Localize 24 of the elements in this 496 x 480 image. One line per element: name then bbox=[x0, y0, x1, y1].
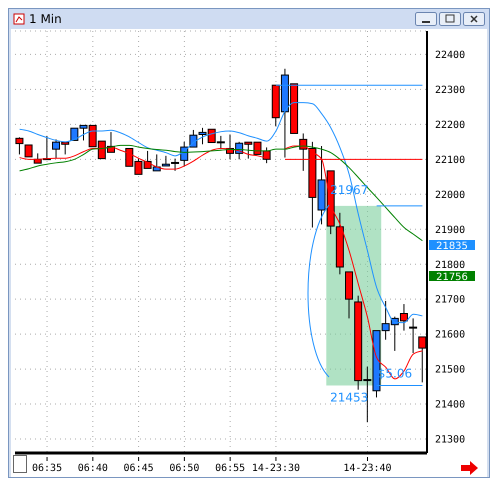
chart-title: 1 Min bbox=[29, 12, 62, 26]
y-tick-label: 21300 bbox=[435, 434, 466, 446]
x-tick-label: 06:50 bbox=[169, 463, 200, 474]
x-tick-label: 06:55 bbox=[215, 463, 246, 474]
y-tick-label: 22400 bbox=[435, 50, 466, 61]
y-tick-label: 21700 bbox=[435, 294, 466, 306]
x-tick-label: 14-23:40 bbox=[343, 463, 392, 474]
candlestick bbox=[409, 318, 418, 354]
y-tick-label: 21600 bbox=[435, 330, 466, 341]
y-tick-label: 21800 bbox=[435, 260, 466, 271]
y-tick-label: 21400 bbox=[435, 400, 466, 411]
candlestick bbox=[15, 136, 24, 155]
x-tick-label: 06:35 bbox=[32, 463, 62, 474]
text: 21756 bbox=[436, 272, 468, 283]
y-tick-label: 22100 bbox=[435, 154, 466, 166]
x-tick-label: 06:45 bbox=[124, 463, 154, 474]
x-tick-label: 14-23:30 bbox=[252, 463, 300, 474]
y-tick-label: 22000 bbox=[435, 190, 466, 201]
y-tick-label: 22300 bbox=[435, 84, 466, 96]
x-tick-label: 06:40 bbox=[78, 463, 108, 474]
y-tick-label: 22200 bbox=[435, 120, 466, 131]
y-tick-label: 21500 bbox=[435, 364, 466, 376]
y-tick-label: 21900 bbox=[435, 224, 466, 236]
text: 21835 bbox=[436, 241, 468, 252]
